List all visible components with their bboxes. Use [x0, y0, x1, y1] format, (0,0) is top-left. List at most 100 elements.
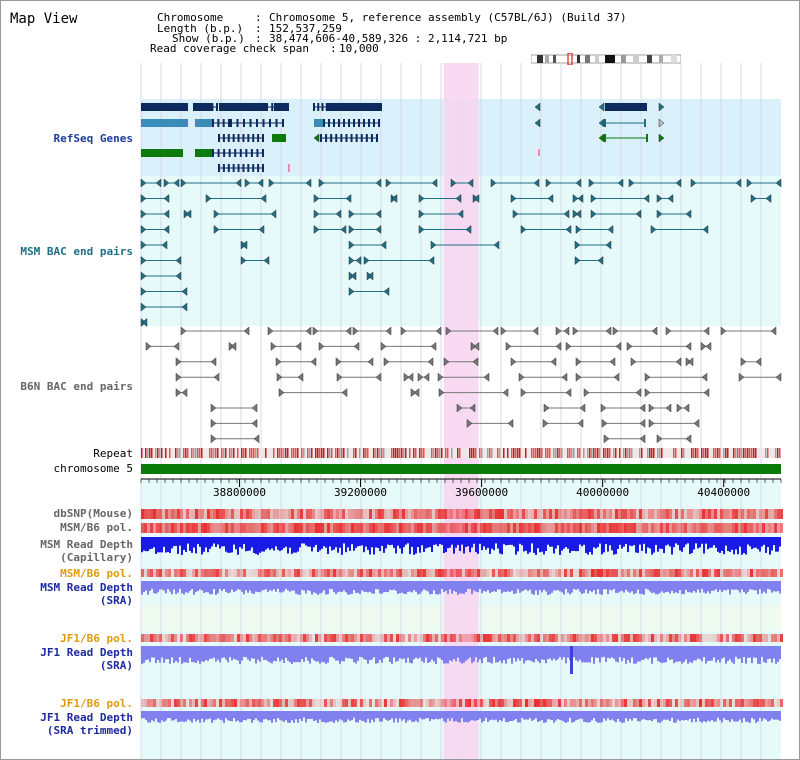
jf1-sra-depth-bar — [561, 646, 563, 660]
jf1-pol-cell — [300, 634, 303, 642]
repeat-element — [409, 448, 411, 458]
jf1-pol2-cell — [366, 699, 369, 707]
track-label-b6n-bac[interactable]: B6N BAC end pairs — [20, 380, 133, 393]
msm-pol-cell — [366, 523, 369, 533]
msm-sra-depth-bar — [239, 581, 241, 590]
track-label-msm-pol-1[interactable]: MSM/B6 pol. — [60, 521, 133, 534]
jf1-sra-depth-bar — [535, 646, 537, 659]
msm-bac-pair-end — [173, 178, 180, 188]
b6n-bac-pair-end — [701, 372, 708, 382]
msm-capillary-depth-bar — [719, 537, 721, 553]
repeat-element — [229, 448, 231, 458]
jf1-trimmed-depth-bar — [179, 711, 181, 722]
track-label-msm-depth-capillary[interactable]: MSM Read Depth — [40, 538, 133, 551]
b6n-bac-pair-end — [435, 326, 442, 336]
msm-pol2-cell — [360, 569, 363, 577]
jf1-trimmed-depth-bar — [195, 711, 197, 722]
msm-pol-cell — [228, 523, 231, 533]
chromosome-ideogram[interactable] — [531, 53, 681, 65]
track-label-jf1-depth-trimmed[interactable]: JF1 Read Depth — [40, 711, 133, 724]
msm-sra-depth-bar — [635, 581, 637, 594]
repeat-element — [435, 448, 437, 458]
msm-capillary-depth-bar — [585, 537, 587, 553]
refseq-gene-exon — [358, 119, 360, 127]
track-label-refseq[interactable]: RefSeq Genes — [53, 132, 133, 145]
jf1-sra-depth-bar — [427, 646, 429, 663]
jf1-sra-depth-bar — [771, 646, 773, 663]
jf1-pol-cell — [234, 634, 237, 642]
msm-bac-pair-end — [258, 224, 265, 235]
jf1-trimmed-depth-bar — [407, 711, 409, 721]
msm-pol2-cell — [777, 569, 780, 577]
jf1-sra-depth-bar — [209, 646, 211, 659]
dbsnp-cell — [609, 509, 612, 519]
jf1-pol-cell — [318, 634, 321, 642]
msm-pol2-cell — [174, 569, 177, 577]
msm-capillary-depth-bar — [285, 537, 287, 547]
jf1-sra-depth-bar — [723, 646, 725, 658]
msm-capillary-depth-bar — [319, 537, 321, 551]
dbsnp-cell — [450, 509, 453, 519]
msm-capillary-depth-bar — [695, 537, 697, 544]
msm-pol-cell — [273, 523, 276, 533]
jf1-trimmed-depth-bar — [527, 711, 529, 720]
jf1-pol2-cell — [201, 699, 204, 707]
dbsnp-cell — [639, 509, 642, 519]
repeat-element — [177, 448, 179, 458]
dbsnp-cell — [144, 509, 147, 519]
msm-bac-pair-end — [140, 193, 147, 204]
msm-capillary-depth-bar — [457, 537, 459, 545]
msm-sra-depth-bar — [207, 581, 209, 593]
jf1-trimmed-depth-bar — [335, 711, 337, 721]
msm-pol2-cell — [300, 569, 303, 577]
track-label-msm-pol-2[interactable]: MSM/B6 pol. — [60, 567, 133, 580]
jf1-trimmed-depth-bar — [443, 711, 445, 722]
msm-pol2-cell — [726, 569, 729, 577]
jf1-pol-cell — [363, 634, 366, 642]
jf1-pol2-cell — [570, 699, 573, 707]
msm-sra-depth-bar — [321, 581, 323, 593]
msm-bac-pair-end — [181, 286, 188, 297]
dbsnp-cell — [354, 509, 357, 519]
jf1-pol2-cell — [555, 699, 558, 707]
msm-sra-depth-bar — [289, 581, 291, 592]
track-label-jf1-pol-1[interactable]: JF1/B6 pol. — [60, 632, 133, 645]
track-label-msm-depth-sra[interactable]: MSM Read Depth — [40, 581, 133, 594]
msm-capillary-depth-bar — [767, 537, 769, 548]
refseq-gene-exon — [328, 119, 330, 127]
msm-capillary-depth-bar — [523, 537, 525, 552]
repeat-element — [379, 448, 381, 458]
msm-pol-cell — [141, 523, 144, 533]
msm-capillary-depth-bar — [333, 537, 335, 550]
jf1-trimmed-depth-bar — [579, 711, 581, 719]
msm-pol2-cell — [390, 569, 393, 577]
msm-capillary-depth-bar — [679, 537, 681, 551]
msm-sra-depth-bar — [585, 581, 587, 590]
jf1-sra-depth-bar — [149, 646, 151, 663]
msm-pol2-cell — [366, 569, 369, 577]
jf1-pol2-cell — [684, 699, 687, 707]
dbsnp-cell — [618, 509, 621, 519]
refseq-marker — [288, 164, 290, 172]
msm-sra-depth-bar — [603, 581, 605, 590]
jf1-sra-depth-bar — [717, 646, 719, 660]
jf1-sra-depth-bar — [417, 646, 419, 659]
msm-capillary-depth-bar — [355, 537, 357, 548]
jf1-sra-depth-bar — [359, 646, 361, 657]
jf1-pol-cell — [249, 634, 252, 642]
msm-pol2-cell — [351, 569, 354, 577]
repeat-element — [403, 448, 405, 458]
track-label-jf1-depth-sra[interactable]: JF1 Read Depth — [40, 646, 133, 659]
msm-capillary-depth-bar — [405, 537, 407, 545]
track-label-jf1-pol-2[interactable]: JF1/B6 pol. — [60, 697, 133, 710]
jf1-sra-depth-bar — [525, 646, 527, 661]
jf1-pol2-cell — [537, 699, 540, 707]
msm-pol-cell — [549, 523, 552, 533]
repeat-element — [629, 448, 631, 458]
track-label-msm-bac[interactable]: MSM BAC end pairs — [20, 245, 133, 258]
msm-pol2-cell — [243, 569, 246, 577]
track-label-dbsnp[interactable]: dbSNP(Mouse) — [53, 507, 133, 520]
jf1-trimmed-depth-bar — [659, 711, 661, 723]
msm-capillary-depth-bar — [581, 537, 583, 547]
